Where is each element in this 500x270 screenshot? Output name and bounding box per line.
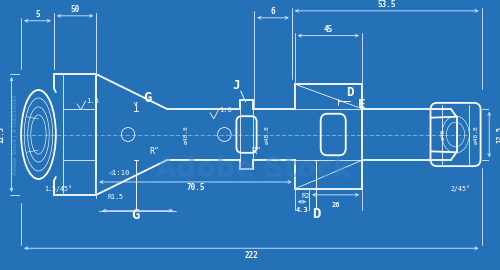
Text: 4.3: 4.3 — [296, 207, 308, 213]
Text: R2: R2 — [302, 193, 310, 199]
Text: 2/45°: 2/45° — [450, 185, 470, 192]
Text: ø48.8: ø48.8 — [184, 125, 188, 144]
Text: 26: 26 — [332, 202, 340, 208]
Text: G: G — [132, 208, 140, 222]
Text: 222: 222 — [244, 251, 258, 260]
Text: 70.5: 70.5 — [186, 183, 204, 193]
Text: ø40: ø40 — [440, 129, 446, 140]
Text: 1.6: 1.6 — [86, 98, 100, 104]
Text: E: E — [358, 98, 366, 111]
Text: R1.5: R1.5 — [108, 194, 124, 200]
Text: 5: 5 — [35, 10, 40, 19]
Text: R": R" — [149, 147, 159, 156]
Text: 45: 45 — [324, 25, 333, 34]
Text: 1.5/45°: 1.5/45° — [44, 185, 72, 192]
Text: 50: 50 — [70, 5, 80, 14]
Text: D: D — [346, 86, 354, 99]
Text: 12.5: 12.5 — [496, 126, 500, 143]
Text: Adobe Stock | #706510065: Adobe Stock | #706510065 — [12, 94, 18, 175]
Text: D: D — [312, 207, 320, 221]
Text: 53.5: 53.5 — [378, 1, 396, 9]
Text: ø48.8: ø48.8 — [474, 125, 479, 144]
Text: 12.5: 12.5 — [0, 126, 5, 143]
Text: G: G — [143, 91, 152, 105]
Text: J: J — [232, 79, 239, 92]
Text: 6: 6 — [270, 7, 276, 16]
Text: ø48.8: ø48.8 — [265, 125, 270, 144]
Text: ◁1:10: ◁1:10 — [108, 170, 129, 176]
Text: Adobe Stock: Adobe Stock — [155, 155, 352, 183]
Text: R": R" — [251, 147, 261, 156]
Text: 1.6: 1.6 — [220, 107, 232, 113]
